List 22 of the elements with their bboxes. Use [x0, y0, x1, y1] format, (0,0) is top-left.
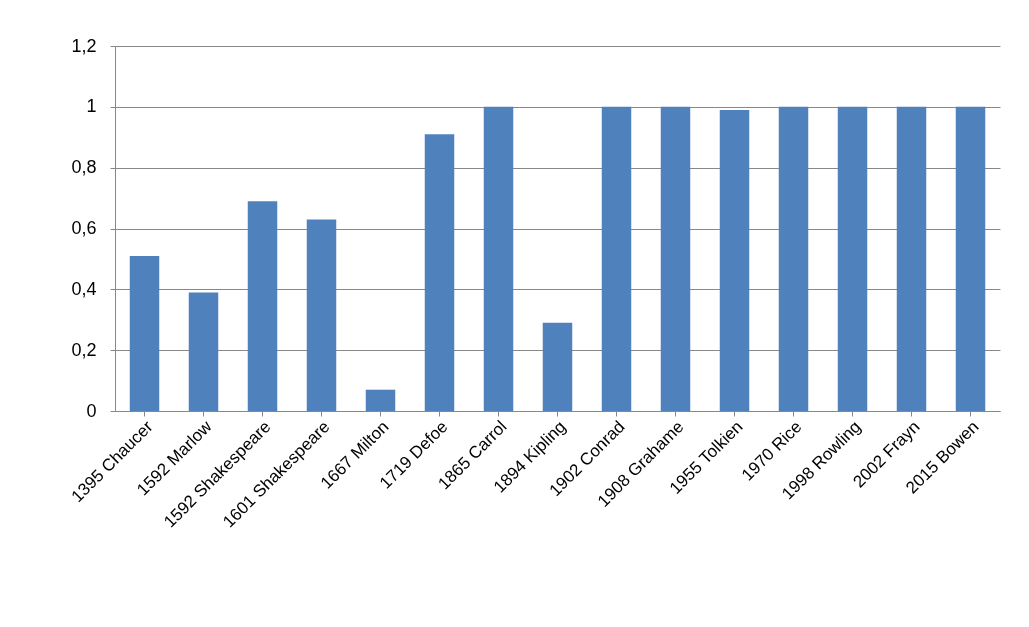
bar: [483, 106, 514, 411]
bar: [719, 109, 750, 411]
bar: [542, 322, 573, 411]
bar: [306, 219, 337, 411]
bar: [955, 106, 986, 411]
y-tick-label: 1: [86, 96, 97, 117]
y-tick-label: 0,8: [71, 157, 97, 178]
y-tick-label: 0,2: [71, 339, 97, 360]
y-tick-label: 0: [86, 400, 97, 421]
bar: [129, 255, 160, 411]
bar: [365, 389, 396, 411]
y-tick-label: 0,6: [71, 218, 97, 238]
bar: [601, 106, 632, 411]
bar: [424, 134, 455, 411]
bar: [896, 106, 927, 411]
y-tick-label: 1,2: [71, 35, 97, 56]
bar: [660, 106, 691, 411]
bar: [837, 106, 868, 411]
bar: [188, 292, 219, 411]
bar: [247, 201, 278, 411]
y-tick-label: 0,4: [71, 278, 97, 299]
bar: [778, 106, 809, 411]
